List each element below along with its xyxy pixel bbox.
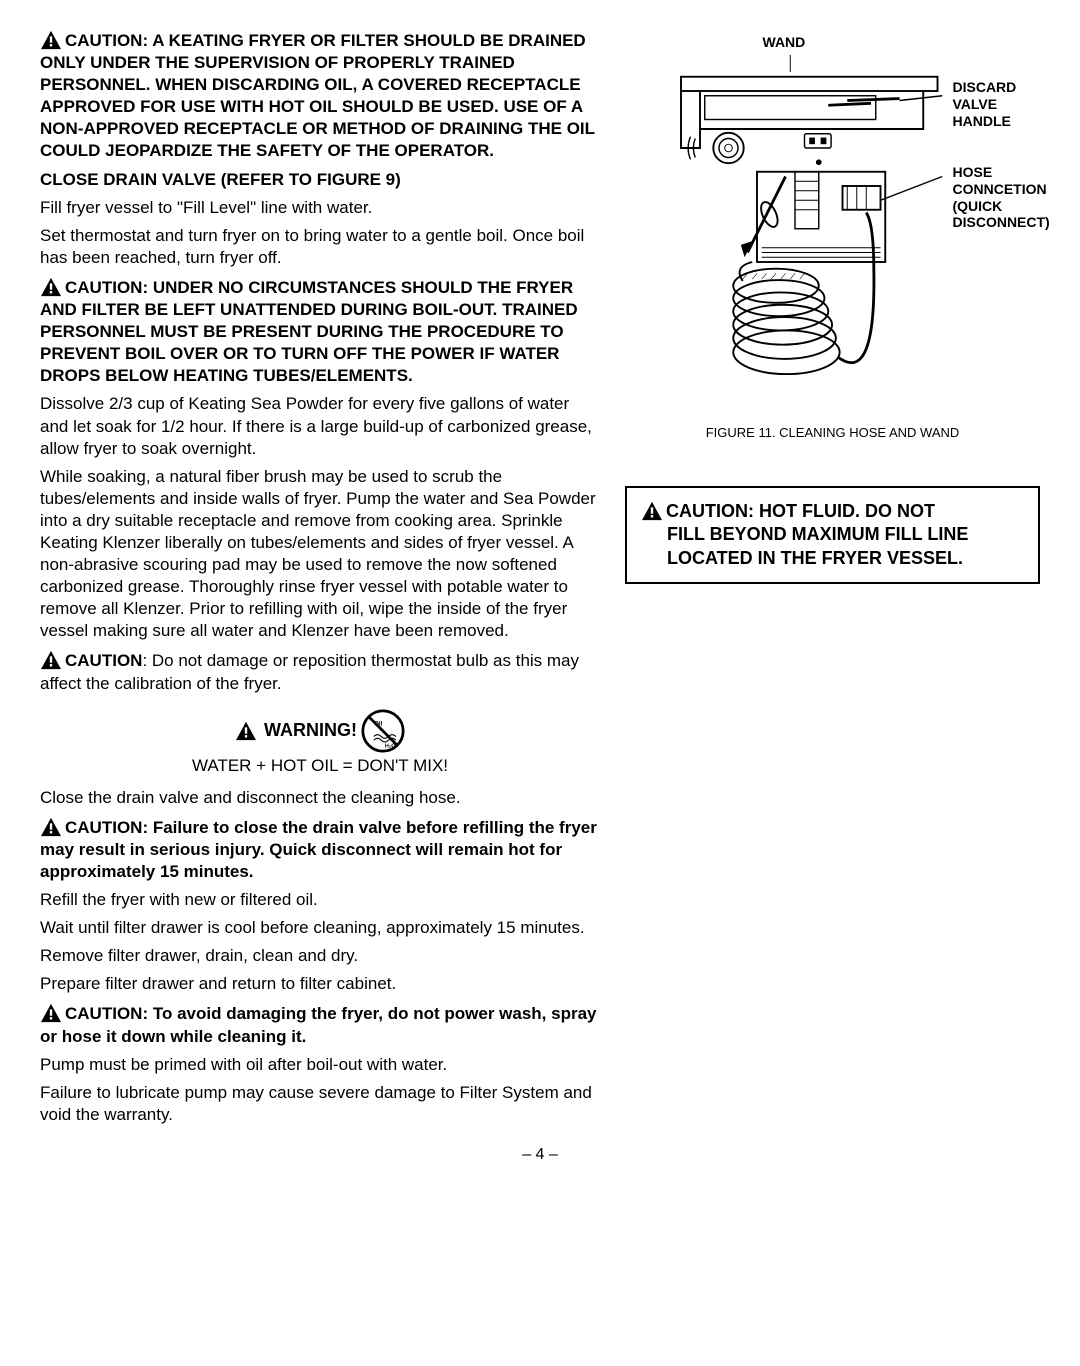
caution-2: CAUTION: UNDER NO CIRCUMSTANCES SHOULD T… bbox=[40, 277, 600, 387]
pump-primed-text: Pump must be primed with oil after boil-… bbox=[40, 1054, 600, 1076]
caution-2-label: CAUTION bbox=[65, 278, 142, 297]
dissolve-text: Dissolve 2/3 cup of Keating Sea Powder f… bbox=[40, 393, 600, 459]
figure-caption: FIGURE 11. CLEANING HOSE AND WAND bbox=[648, 425, 1018, 440]
caution-4: CAUTION: Failure to close the drain valv… bbox=[40, 817, 600, 883]
discard-label: DISCARDVALVEHANDLE bbox=[953, 79, 1017, 129]
warning-label: WARNING! bbox=[264, 720, 357, 741]
caution-box: CAUTION: HOT FLUID. DO NOT FILL BEYOND M… bbox=[625, 486, 1040, 584]
warning-triangle-icon bbox=[40, 30, 62, 50]
warning-triangle-icon bbox=[235, 721, 257, 741]
no-mix-icon: Oil H₂O bbox=[361, 709, 405, 753]
svg-text:H₂O: H₂O bbox=[385, 743, 396, 749]
while-soak-text: While soaking, a natural fiber brush may… bbox=[40, 466, 600, 643]
caution-5-label: CAUTION bbox=[65, 1004, 142, 1023]
remove-drawer-text: Remove filter drawer, drain, clean and d… bbox=[40, 945, 600, 967]
close-drain-2: Close the drain valve and disconnect the… bbox=[40, 787, 600, 809]
warning-triangle-icon bbox=[641, 501, 663, 521]
caution-box-title: CAUTION: HOT FLUID. DO NOT bbox=[666, 501, 935, 521]
warning-triangle-icon bbox=[40, 817, 62, 837]
caution-1-label: CAUTION bbox=[65, 31, 142, 50]
caution-box-body: FILL BEYOND MAXIMUM FILL LINE LOCATED IN… bbox=[641, 523, 1024, 570]
mix-text: WATER + HOT OIL = DON'T MIX! bbox=[40, 755, 600, 777]
figure-11-container: WAND DISCARDVALVEHANDLE HOSECONNCETION(Q… bbox=[648, 34, 1018, 440]
caution-1-body: : A KEATING FRYER OR FILTER SHOULD BE DR… bbox=[40, 31, 595, 160]
failure-lube-text: Failure to lubricate pump may cause seve… bbox=[40, 1082, 600, 1126]
caution-1: CAUTION: A KEATING FRYER OR FILTER SHOUL… bbox=[40, 30, 600, 163]
caution-3-label: CAUTION bbox=[65, 651, 142, 670]
hose-label: HOSECONNCETION(QUICKDISCONNECT) bbox=[953, 164, 1050, 231]
caution-3: CAUTION: Do not damage or reposition the… bbox=[40, 650, 600, 694]
warning-triangle-icon bbox=[40, 277, 62, 297]
caution-4-label: CAUTION bbox=[65, 818, 142, 837]
warning-block: WARNING! Oil H₂O WATER + HOT OIL = DON'T… bbox=[40, 709, 600, 777]
caution-5: CAUTION: To avoid damaging the fryer, do… bbox=[40, 1003, 600, 1047]
wait-filter-text: Wait until filter drawer is cool before … bbox=[40, 917, 600, 939]
page-number: – 4 – bbox=[40, 1146, 1040, 1164]
svg-text:Oil: Oil bbox=[374, 720, 383, 727]
set-thermostat-text: Set thermostat and turn fryer on to brin… bbox=[40, 225, 600, 269]
wand-label: WAND bbox=[763, 34, 806, 51]
fill-level-text: Fill fryer vessel to "Fill Level" line w… bbox=[40, 197, 600, 219]
prepare-drawer-text: Prepare filter drawer and return to filt… bbox=[40, 973, 600, 995]
close-drain-heading: CLOSE DRAIN VALVE (REFER TO FIGURE 9) bbox=[40, 169, 600, 191]
refill-text: Refill the fryer with new or filtered oi… bbox=[40, 889, 600, 911]
warning-triangle-icon bbox=[40, 650, 62, 670]
warning-triangle-icon bbox=[40, 1003, 62, 1023]
